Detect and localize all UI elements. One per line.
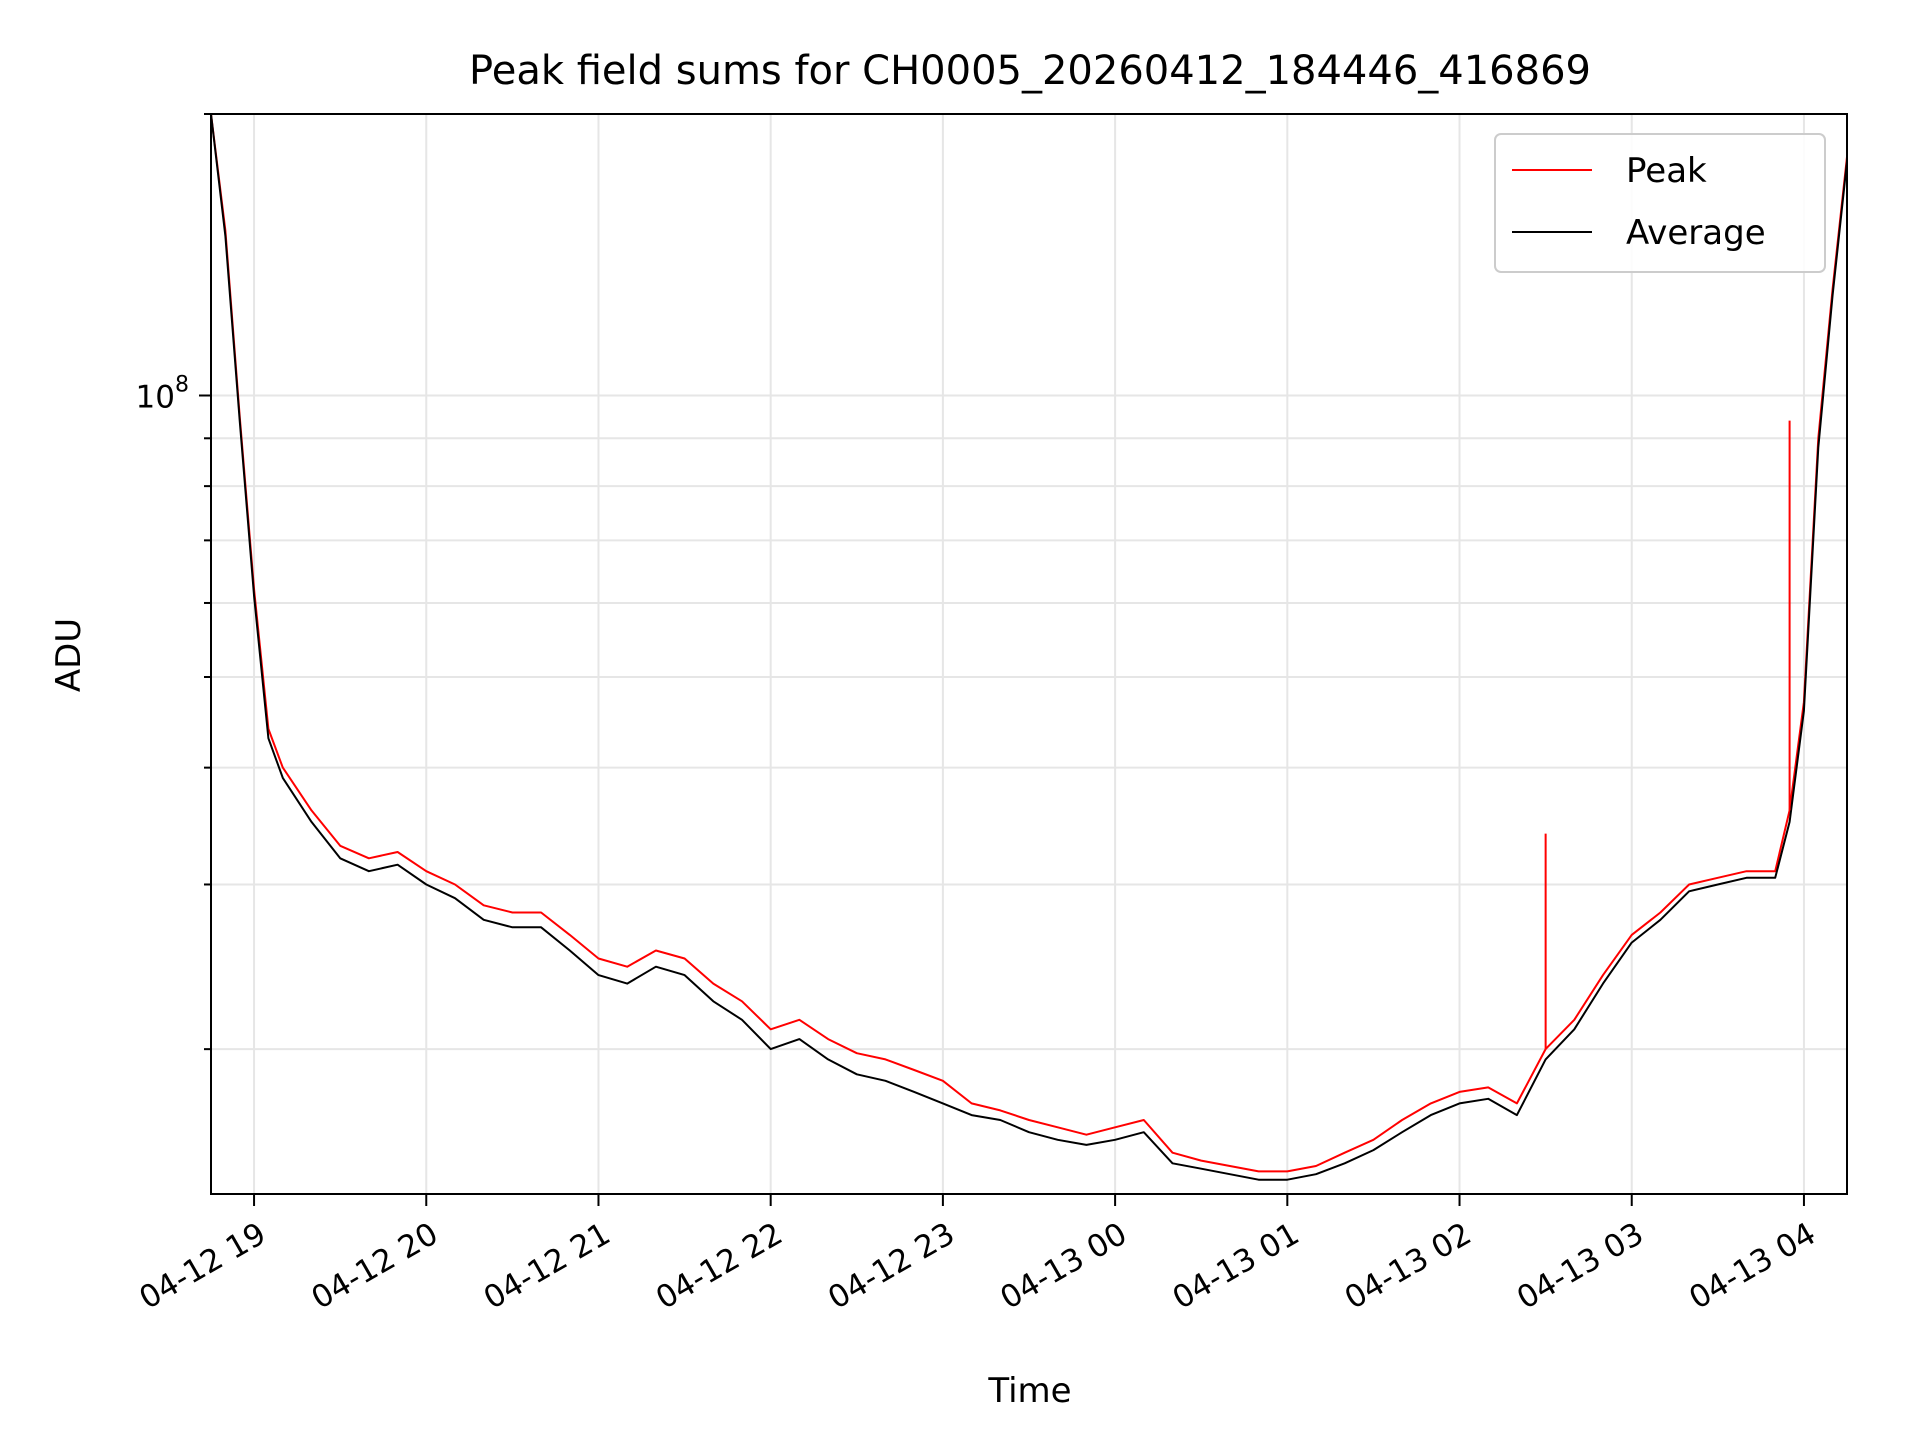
series-lines <box>211 114 1847 1181</box>
y-axis-label: ADU <box>49 618 89 692</box>
x-axis-label: Time <box>987 1371 1071 1411</box>
x-tick-label: 04-12 19 <box>133 1216 272 1317</box>
x-tick-label: 04-12 20 <box>306 1216 445 1317</box>
legend-box <box>1494 133 1826 273</box>
x-tick-label: 04-13 01 <box>1167 1216 1306 1317</box>
x-tick-label: 04-13 00 <box>994 1216 1133 1317</box>
chart-title: Peak field sums for CH0005_20260412_1844… <box>469 48 1591 94</box>
grid <box>211 113 1847 1194</box>
legend-label-average: Average <box>1626 213 1766 253</box>
x-tick-label: 04-13 03 <box>1511 1216 1650 1317</box>
series-line-average <box>211 114 1847 1181</box>
legend: Peak Average <box>1494 133 1826 273</box>
y-tick-label: 108 <box>136 373 189 416</box>
x-axis-ticks: 04-12 19 04-12 20 04-12 21 04-12 22 04-12 23… <box>133 1194 1822 1317</box>
y-tick-exponent: 8 <box>175 373 189 398</box>
plot-frame <box>210 113 1848 1195</box>
x-tick-label: 04-12 21 <box>478 1216 617 1317</box>
series-line-peak <box>211 114 1847 1173</box>
x-tick-label: 04-12 22 <box>650 1216 789 1317</box>
y-tick-base: 10 <box>136 380 175 416</box>
x-tick-label: 04-13 02 <box>1339 1216 1478 1317</box>
legend-label-peak: Peak <box>1626 151 1707 191</box>
y-axis-ticks: 108 <box>136 113 211 1051</box>
x-tick-label: 04-13 04 <box>1683 1216 1822 1317</box>
x-tick-label: 04-12 23 <box>822 1216 961 1317</box>
